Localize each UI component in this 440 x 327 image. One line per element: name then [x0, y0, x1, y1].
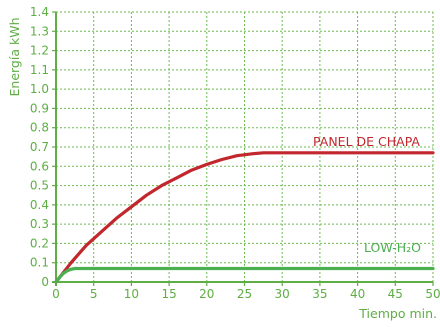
y-tick-label: 0.8 [30, 121, 49, 135]
y-axis-title: Energía kWh [7, 18, 22, 97]
x-tick-label: 5 [90, 287, 98, 301]
y-tick-label: 0.2 [30, 236, 49, 250]
series-lines [54, 151, 435, 284]
x-axis-title: Tiempo min. [358, 306, 437, 321]
x-tick-label: 10 [124, 287, 139, 301]
series-labels: PANEL DE CHAPA LOW-H₂O [313, 134, 421, 255]
panel-de-chapa-line [54, 151, 435, 284]
y-tick-labels: 0 0.1 0.2 0.3 0.4 0.5 0.6 0.7 0.8 0.9 1.0 1.1 1.2 1.3… [30, 5, 49, 289]
y-tick-label: 0.4 [30, 198, 49, 212]
x-tick-labels: 0 5 10 15 20 25 30 35 40 45 50 [52, 287, 440, 301]
x-tick-label: 15 [161, 287, 176, 301]
y-tick-label: 1.2 [30, 44, 49, 58]
y-tick-label: 0.5 [30, 179, 49, 193]
x-tick-label: 0 [52, 287, 60, 301]
y-tick-label: 0 [41, 275, 49, 289]
y-tick-label: 0.6 [30, 159, 49, 173]
low-h2o-line [54, 266, 435, 284]
x-tick-label: 30 [275, 287, 290, 301]
x-tick-label: 50 [425, 287, 440, 301]
axes [52, 11, 434, 286]
y-tick-label: 1.0 [30, 82, 49, 96]
x-tick-label: 40 [350, 287, 365, 301]
x-tick-label: 45 [388, 287, 403, 301]
y-tick-label: 1.1 [30, 63, 49, 77]
panel-de-chapa-label: PANEL DE CHAPA [313, 134, 420, 149]
y-tick-label: 0.1 [30, 256, 49, 270]
x-tick-label: 25 [237, 287, 252, 301]
y-tick-label: 0.3 [30, 217, 49, 231]
low-h2o-label: LOW-H₂O [364, 240, 421, 255]
x-tick-label: 20 [199, 287, 214, 301]
x-tick-label: 35 [312, 287, 327, 301]
y-tick-label: 0.7 [30, 140, 49, 154]
y-tick-label: 1.4 [30, 5, 49, 19]
y-tick-label: 0.9 [30, 101, 49, 115]
y-tick-label: 1.3 [30, 24, 49, 38]
